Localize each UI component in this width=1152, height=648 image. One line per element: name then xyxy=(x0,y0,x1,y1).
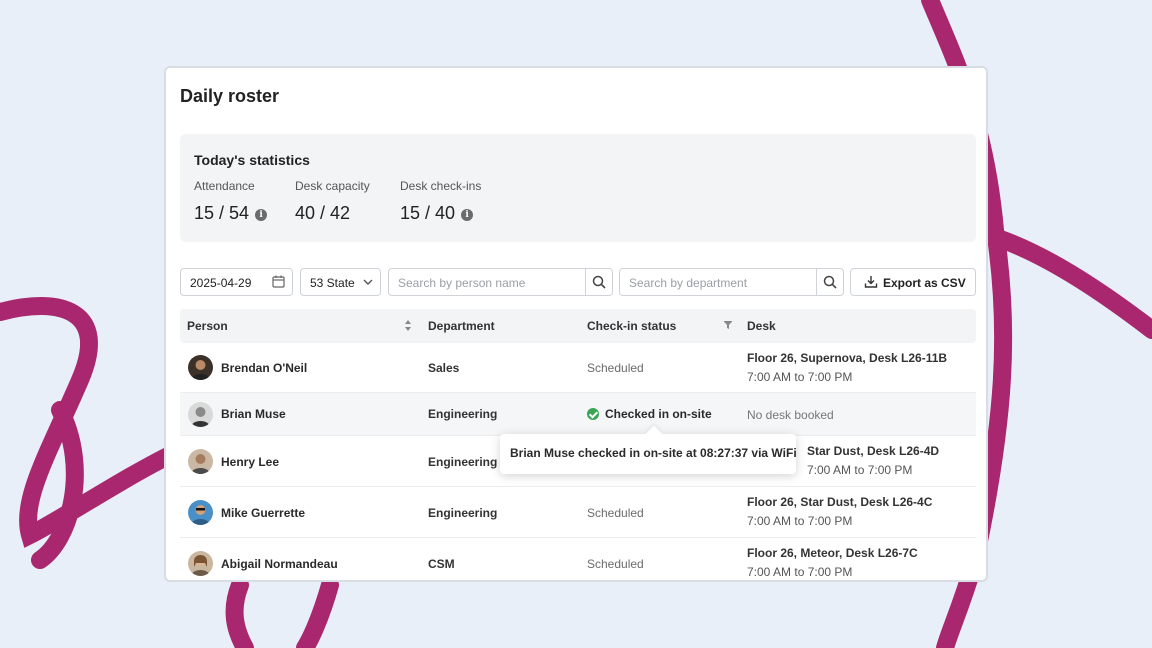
desk-time: 7:00 AM to 7:00 PM xyxy=(747,565,853,579)
checkin-status-text: Checked in on-site xyxy=(605,407,712,421)
sort-icon[interactable] xyxy=(404,319,412,332)
stat-value: 15 / 54 xyxy=(194,203,250,223)
stat-desk-capacity: Desk capacity 40 / 42 xyxy=(295,179,370,224)
avatar xyxy=(188,500,213,525)
department-search-input[interactable]: Search by department xyxy=(619,268,844,296)
desk-name: Floor 26, Star Dust, Desk L26-4C xyxy=(747,495,933,509)
desk-name: Floor 26, Supernova, Desk L26-11B xyxy=(747,351,948,365)
search-icon xyxy=(592,275,606,289)
column-checkin-status[interactable]: Check-in status xyxy=(587,319,677,333)
calendar-icon xyxy=(272,275,285,288)
stat-value: 40 / 42 xyxy=(295,203,351,223)
statistics-panel: Today's statistics Attendance 15 / 54 i D… xyxy=(180,134,976,242)
page-title: Daily roster xyxy=(180,86,280,106)
desk-time: 7:00 AM to 7:00 PM xyxy=(747,370,853,384)
desk-name: No desk booked xyxy=(747,408,834,422)
avatar xyxy=(188,449,213,474)
table-row[interactable]: Brendan O'Neil Sales Scheduled Floor 26,… xyxy=(180,343,976,393)
department: Engineering xyxy=(428,455,498,469)
export-label: Export as CSV xyxy=(883,276,966,290)
check-circle-icon xyxy=(587,408,599,420)
date-value: 2025-04-29 xyxy=(190,276,252,290)
table-row[interactable]: Mike Guerrette Engineering Scheduled Flo… xyxy=(180,487,976,538)
person-name: Henry Lee xyxy=(221,455,280,469)
desk-name: Star Dust, Desk L26-4D xyxy=(807,444,940,458)
info-icon[interactable]: i xyxy=(255,209,268,221)
department: Engineering xyxy=(428,407,498,421)
person-name: Brendan O'Neil xyxy=(221,361,308,375)
checkin-status: Scheduled xyxy=(587,506,644,520)
desk-info: No desk booked xyxy=(747,406,834,425)
daily-roster-panel: Daily roster Today's statistics Attendan… xyxy=(164,66,988,582)
desk-info: Star Dust, Desk L26-4D 7:00 AM to 7:00 P… xyxy=(807,442,939,480)
stat-label: Desk capacity xyxy=(295,179,370,193)
stat-attendance: Attendance 15 / 54 i xyxy=(194,179,268,224)
location-select[interactable]: 53 State xyxy=(300,268,381,296)
desk-time: 7:00 AM to 7:00 PM xyxy=(807,463,913,477)
department: CSM xyxy=(428,557,455,571)
export-csv-button[interactable]: Export as CSV xyxy=(850,268,976,296)
chevron-down-icon xyxy=(363,279,373,285)
department-search-placeholder: Search by department xyxy=(629,276,748,290)
desk-info: Floor 26, Star Dust, Desk L26-4C 7:00 AM… xyxy=(747,493,932,531)
filter-icon[interactable] xyxy=(723,320,733,330)
person-name: Abigail Normandeau xyxy=(221,557,338,571)
department: Sales xyxy=(428,361,460,375)
department: Engineering xyxy=(428,506,498,520)
info-icon[interactable]: i xyxy=(461,209,474,221)
person-name: Brian Muse xyxy=(221,407,286,421)
checkin-status: Scheduled xyxy=(587,557,644,571)
checkin-status: Checked in on-site xyxy=(587,407,712,421)
table-row[interactable]: Henry Lee Engineering Star Dust, Desk L2… xyxy=(180,436,976,487)
table-row[interactable]: Abigail Normandeau CSM Scheduled Floor 2… xyxy=(180,538,976,580)
stat-value: 15 / 40 xyxy=(400,203,456,223)
department-search-button[interactable] xyxy=(816,269,843,295)
avatar xyxy=(188,402,213,427)
avatar xyxy=(188,355,213,380)
location-value: 53 State xyxy=(310,276,355,290)
checkin-status: Scheduled xyxy=(587,361,644,375)
download-icon xyxy=(864,276,878,288)
statistics-title: Today's statistics xyxy=(194,152,310,168)
checkin-tooltip: Brian Muse checked in on-site at 08:27:3… xyxy=(500,434,797,474)
desk-info: Floor 26, Supernova, Desk L26-11B 7:00 A… xyxy=(747,349,947,387)
desk-info: Floor 26, Meteor, Desk L26-7C 7:00 AM to… xyxy=(747,544,918,580)
person-search-input[interactable]: Search by person name xyxy=(388,268,613,296)
desk-time: 7:00 AM to 7:00 PM xyxy=(747,514,853,528)
avatar xyxy=(188,551,213,576)
column-department[interactable]: Department xyxy=(428,319,495,333)
person-name: Mike Guerrette xyxy=(221,506,306,520)
desk-name: Floor 26, Meteor, Desk L26-7C xyxy=(747,546,918,560)
column-person[interactable]: Person xyxy=(187,319,228,333)
person-search-button[interactable] xyxy=(585,269,612,295)
stat-desk-checkins: Desk check-ins 15 / 40 i xyxy=(400,179,481,224)
table-row[interactable]: Brian Muse Engineering Checked in on-sit… xyxy=(180,393,976,436)
stat-label: Desk check-ins xyxy=(400,179,482,193)
search-icon xyxy=(823,275,837,289)
toolbar: 2025-04-29 53 State Search by person nam… xyxy=(180,268,976,296)
column-desk[interactable]: Desk xyxy=(747,319,776,333)
person-search-placeholder: Search by person name xyxy=(398,276,526,290)
table-header: Person Department Check-in status Desk xyxy=(180,309,976,343)
stat-label: Attendance xyxy=(194,179,255,193)
date-picker[interactable]: 2025-04-29 xyxy=(180,268,293,296)
